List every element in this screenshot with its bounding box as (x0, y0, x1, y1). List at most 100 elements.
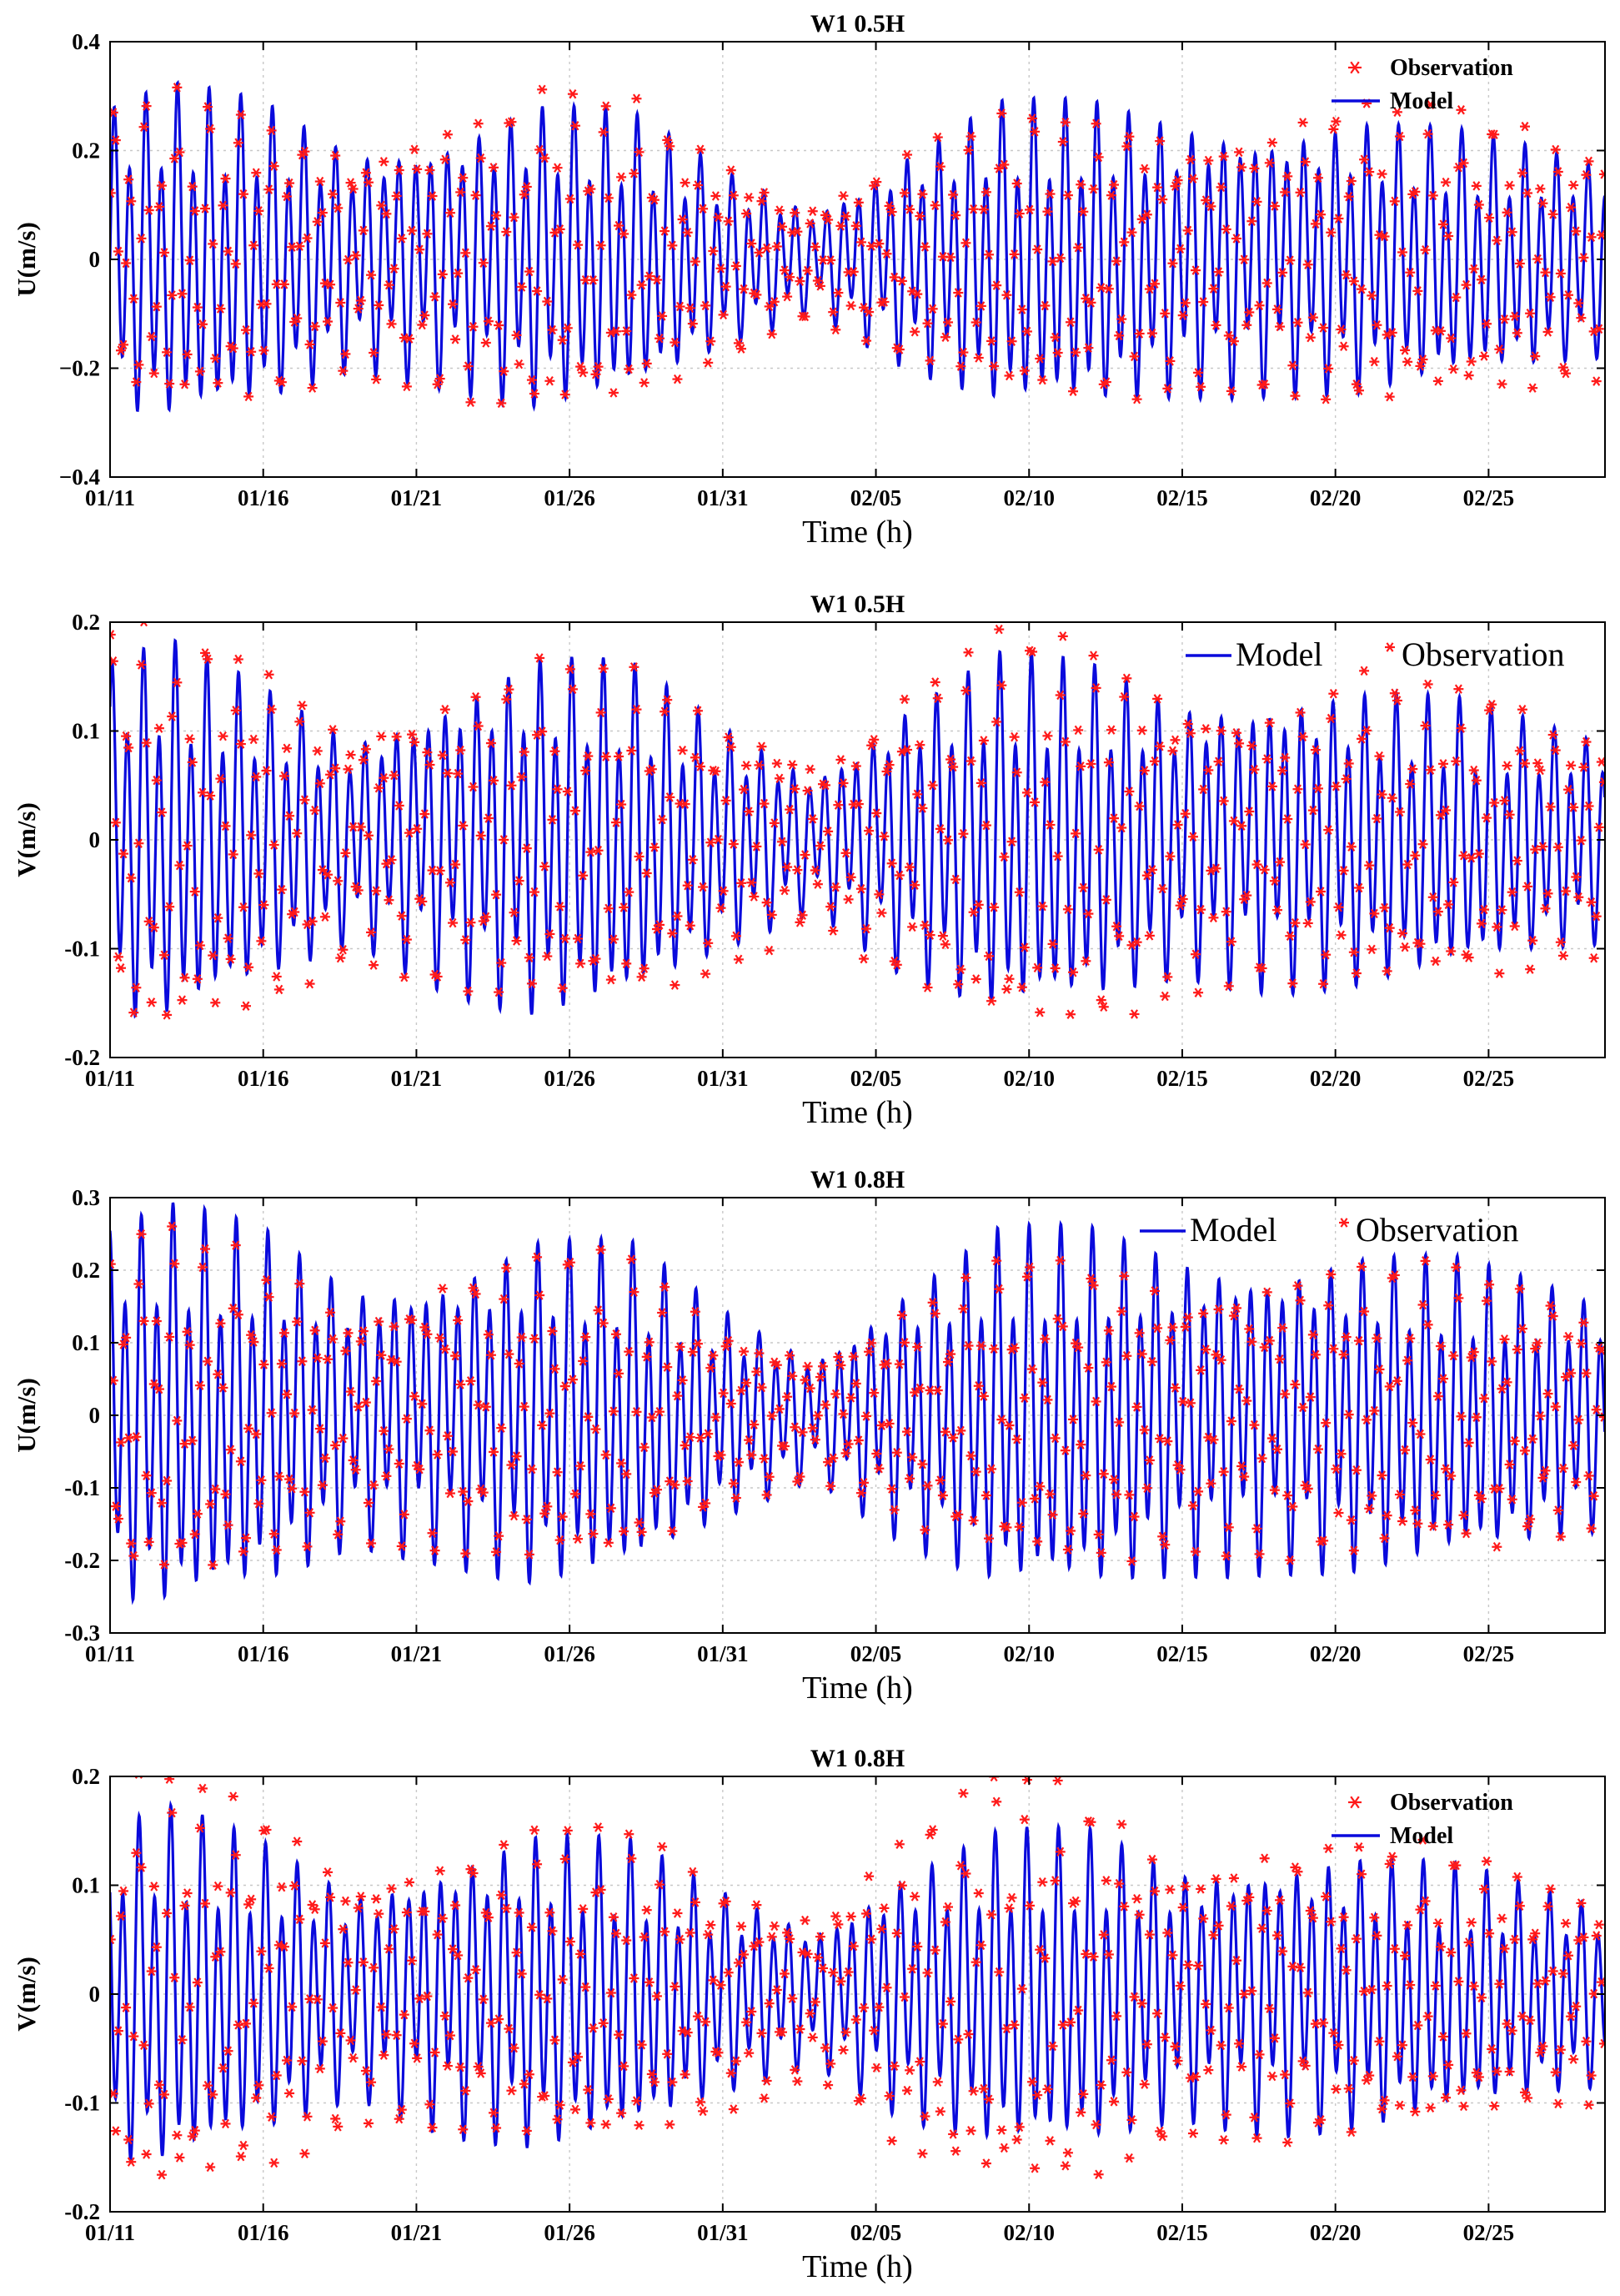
observation-point (573, 2052, 584, 2062)
observation-point (381, 2029, 392, 2040)
observation-point (1136, 214, 1147, 224)
observation-point (1456, 723, 1467, 733)
observation-point (917, 1459, 928, 1470)
observation-point (475, 2068, 486, 2078)
observation-point (940, 1427, 950, 1437)
observation-point (389, 264, 399, 274)
observation-point (282, 2055, 293, 2066)
observation-point (529, 887, 539, 897)
observation-point (514, 876, 524, 886)
observation-point (1588, 1491, 1599, 1501)
observation-point (1160, 2032, 1171, 2042)
observation-point (744, 1434, 755, 1445)
observation-point (442, 2061, 453, 2071)
observation-point (733, 338, 744, 349)
observation-point (994, 1284, 1005, 1294)
observation-point (333, 876, 344, 887)
observation-point (1182, 1960, 1193, 1970)
observation-point (981, 820, 991, 831)
observation-point (547, 1326, 558, 1336)
observation-point (131, 982, 142, 992)
observation-point (228, 343, 238, 354)
observation-point (930, 1309, 940, 1319)
observation-point (439, 2011, 450, 2021)
chart-panel-1: 0.40.20−0.2−0.401/11 01/16 01/21 01/26 01/31… (12, 10, 1606, 550)
observation-point (1091, 118, 1101, 128)
observation-point (1300, 839, 1311, 850)
observation-point (1282, 814, 1293, 824)
observation-point (353, 885, 364, 896)
observation-point (1453, 684, 1464, 694)
observation-point (271, 2070, 282, 2081)
observation-point (1507, 2026, 1517, 2036)
observation-point (233, 138, 243, 148)
observation-point (976, 778, 986, 788)
observation-point (1581, 1368, 1592, 1379)
observation-point (409, 2038, 420, 2048)
observation-point (1550, 1401, 1561, 1412)
observation-point (925, 355, 935, 366)
observation-point (113, 246, 123, 257)
x-tick-label: 01/16 (238, 2220, 289, 2245)
observation-point (1030, 1494, 1041, 1504)
observation-point (1348, 947, 1359, 957)
observation-point (559, 389, 570, 399)
observation-point (899, 1338, 910, 1348)
observation-point (138, 122, 149, 132)
observation-point (1261, 1906, 1272, 1916)
observation-point (1226, 1416, 1236, 1426)
observation-point (825, 2058, 836, 2069)
legend-label-model: Model (1390, 1823, 1453, 1849)
observation-point (360, 744, 371, 754)
observation-point (782, 1927, 793, 1938)
observation-point (1234, 2038, 1245, 2049)
observation-point (1040, 1953, 1051, 1963)
observation-point (110, 2088, 118, 2099)
observation-point (302, 1541, 313, 1552)
observation-point (1438, 2032, 1449, 2042)
observation-point (1191, 265, 1201, 275)
observation-point (573, 933, 584, 944)
observation-point (1473, 2072, 1484, 2082)
observation-point (1566, 1368, 1577, 1379)
observation-point (843, 1439, 854, 1449)
observation-point (146, 1966, 157, 1977)
observation-point (174, 147, 185, 158)
observation-point (1468, 765, 1479, 776)
observation-point (524, 2069, 534, 2080)
observation-point (896, 276, 907, 286)
observation-point (381, 1471, 392, 1481)
observation-point (1443, 1520, 1454, 1530)
legend-observation-marker (1348, 1796, 1362, 1809)
observation-point (1392, 107, 1402, 118)
chart-panel-3: 0.30.20.10-0.1-0.2-0.301/11 01/16 01/21 01/… (12, 1166, 1606, 1706)
observation-point (164, 902, 175, 912)
observation-point (1476, 918, 1487, 929)
observation-point (483, 813, 494, 823)
observation-point (473, 721, 484, 731)
observation-point (1277, 766, 1288, 776)
observation-point (1478, 1393, 1489, 1404)
observation-point (629, 168, 639, 178)
x-tick-label: 01/21 (391, 1066, 443, 1091)
observation-point (1271, 1444, 1282, 1454)
observation-point (110, 656, 118, 666)
observation-point (110, 1501, 121, 1511)
observation-point (391, 2030, 402, 2040)
observation-point (662, 2049, 673, 2059)
observation-point (1193, 987, 1204, 997)
observation-point (894, 1839, 905, 1850)
observation-point (554, 224, 565, 234)
observation-point (243, 962, 254, 972)
observation-point (575, 1460, 586, 1471)
observation-point (516, 1332, 527, 1343)
observation-point (619, 2061, 629, 2072)
observation-point (759, 2093, 770, 2103)
observation-point (805, 764, 815, 775)
observation-point (1312, 783, 1323, 794)
observation-point (519, 2078, 529, 2089)
observation-point (1415, 938, 1426, 949)
observation-point (588, 275, 599, 285)
observation-point (1160, 1540, 1171, 1550)
observation-point (480, 1402, 491, 1412)
